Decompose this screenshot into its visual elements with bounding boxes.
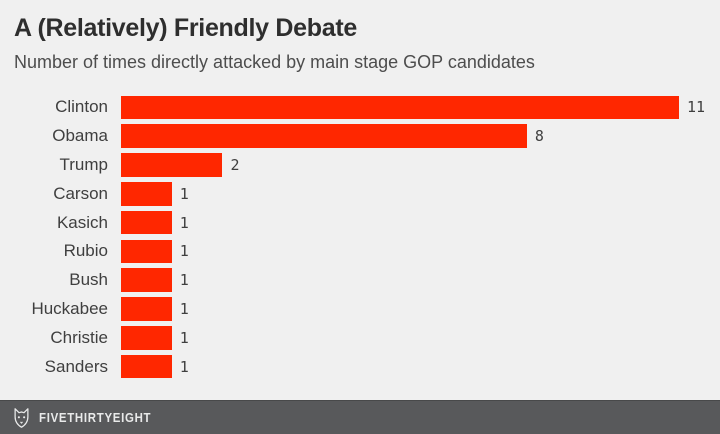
chart-row: Sanders 1 <box>0 352 720 381</box>
category-label: Huckabee <box>31 298 108 318</box>
bar <box>121 182 172 206</box>
category-label: Kasich <box>56 212 108 232</box>
category-label: Bush <box>69 270 108 290</box>
bar <box>121 124 527 148</box>
category-label: Sanders <box>44 356 108 376</box>
chart-row: Bush 1 <box>0 266 720 295</box>
chart-row: Huckabee 1 <box>0 295 720 324</box>
value-label: 1 <box>179 271 189 290</box>
category-label: Rubio <box>63 241 108 261</box>
value-label: 1 <box>179 242 189 261</box>
value-label: 8 <box>534 127 544 146</box>
chart-subtitle: Number of times directly attacked by mai… <box>14 52 535 72</box>
chart-row: Rubio 1 <box>0 237 720 266</box>
value-label: 1 <box>179 357 189 376</box>
value-label: 1 <box>179 213 189 232</box>
bar <box>121 95 679 120</box>
category-label: Trump <box>59 154 109 174</box>
chart-header: A (Relatively) Friendly Debate Number of… <box>0 0 720 74</box>
footer-brand-wordmark: FIVETHIRTYEIGHT <box>39 410 152 425</box>
category-label: Carson <box>53 183 108 203</box>
value-label: 1 <box>179 299 189 318</box>
bar <box>121 153 223 177</box>
bar <box>121 210 172 235</box>
bar <box>121 239 172 264</box>
value-label: 1 <box>179 184 189 203</box>
bar-chart: Clinton 11 Obama 8 Trump 2 Carson 1 Kasich 1 Rubio… <box>0 93 720 381</box>
chart-title: A (Relatively) Friendly Debate <box>14 14 357 42</box>
category-label: Clinton <box>55 97 108 117</box>
fivethirtyeight-fox-icon <box>14 407 29 428</box>
chart-row: Trump 2 <box>0 151 720 180</box>
chart-row: Clinton 11 <box>0 93 720 122</box>
chart-row: Carson 1 <box>0 179 720 208</box>
value-label: 11 <box>687 98 706 117</box>
chart-row: Kasich 1 <box>0 208 720 237</box>
chart-row: Christie 1 <box>0 323 720 352</box>
bar <box>121 326 172 350</box>
bar <box>121 354 172 379</box>
category-label: Obama <box>52 126 108 146</box>
footer-banner: FIVETHIRTYEIGHT <box>0 400 720 434</box>
bar <box>121 297 172 321</box>
bar <box>121 268 172 292</box>
value-label: 1 <box>179 328 189 347</box>
value-label: 2 <box>230 155 240 174</box>
category-label: Christie <box>50 327 108 347</box>
chart-row: Obama 8 <box>0 122 720 151</box>
